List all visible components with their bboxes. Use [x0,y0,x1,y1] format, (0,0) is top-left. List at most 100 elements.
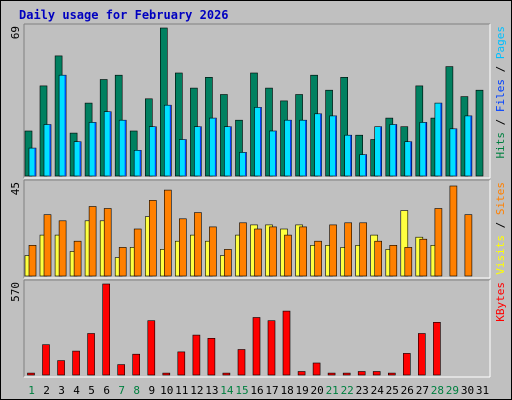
day-label-5: 5 [88,384,95,397]
bar-kbytes-day-18 [282,310,291,376]
bar-kbytes-day-14 [222,372,231,376]
day-label-23: 23 [356,384,369,397]
bar-sites-day-6 [103,208,112,277]
day-label-17: 17 [265,384,278,397]
bar-kbytes-day-26 [402,353,411,376]
bar-pages-day-20 [314,113,322,177]
bar-visits-day-26 [400,210,409,277]
bar-pages-day-21 [329,115,337,177]
day-label-26: 26 [401,384,414,397]
bar-pages-day-30 [464,115,473,177]
day-label-15: 15 [235,384,248,397]
bar-sites-day-2 [43,214,52,277]
bar-pages-day-23 [359,154,368,177]
bar-files-day-18 [290,120,292,176]
bar-kbytes-day-9 [147,320,156,376]
bar-pages-day-27 [419,122,428,177]
bar-sites-day-26 [404,247,413,277]
bar-files-day-28 [440,103,442,176]
bar-pages-day-9 [149,126,157,177]
bar-files-day-14 [229,126,232,176]
day-label-1: 1 [28,384,35,397]
bar-sites-day-28 [434,208,443,277]
bar-kbytes-day-28 [433,321,441,376]
bar-sites-day-11 [179,218,187,277]
bar-pages-day-3 [58,74,67,177]
bar-pages-day-7 [118,119,127,177]
bar-sites-day-5 [88,206,97,277]
bar-kbytes-day-27 [417,333,426,376]
bar-files-day-13 [214,118,217,176]
bar-files-day-5 [94,122,96,176]
bar-files-day-27 [425,122,427,176]
bar-hits-day-22 [340,77,349,177]
bar-pages-day-29 [449,128,458,177]
bar-pages-day-14 [224,126,232,177]
legend-separator: / [494,59,507,79]
bar-sites-day-29 [449,185,458,277]
bar-files-day-3 [64,75,66,176]
bar-pages-day-4 [73,141,82,177]
legend-entry-pages: Pages [494,26,507,59]
bar-sites-day-21 [329,224,337,277]
bar-pages-day-8 [133,150,142,177]
bar-sites-day-20 [314,240,322,277]
panel-max-label: 45 [9,182,22,195]
day-label-10: 10 [160,384,173,397]
day-label-8: 8 [133,384,140,397]
bar-kbytes-day-24 [372,371,381,376]
bar-kbytes-day-4 [72,350,80,376]
bar-kbytes-day-20 [312,362,321,376]
day-label-30: 30 [461,384,474,397]
bar-files-day-16 [260,107,262,176]
bar-sites-day-12 [194,212,202,277]
bar-pages-day-12 [194,126,202,177]
panel-pages-files-hits: 69 Hits / Files / Pages [9,23,507,179]
day-label-25: 25 [386,384,399,397]
day-label-31: 31 [476,384,489,397]
bar-sites-day-18 [284,234,292,277]
bar-pages-day-1 [28,147,37,177]
bar-hits-day-10 [160,27,168,177]
bar-kbytes-day-23 [357,371,366,376]
bar-files-day-23 [365,154,367,176]
bar-pages-day-22 [344,134,353,177]
panel-max-label: 570 [9,282,22,302]
day-label-24: 24 [371,384,385,397]
bar-kbytes-day-21 [327,372,336,376]
bar-files-day-19 [305,120,307,176]
bar-sites-day-24 [374,240,383,277]
bar-sites-day-27 [419,238,428,277]
bar-kbytes-day-7 [117,364,125,376]
bar-sites-day-4 [73,240,82,277]
bar-kbytes-day-5 [87,333,95,376]
bar-hits-day-15 [235,119,243,177]
bar-kbytes-day-15 [237,349,246,376]
bar-kbytes-day-11 [177,351,186,376]
bar-kbytes-day-12 [192,334,201,376]
bar-files-day-30 [470,115,472,176]
day-label-11: 11 [175,384,188,397]
legend-separator: / [494,215,507,235]
bar-sites-day-1 [28,245,37,277]
bar-pages-day-11 [179,139,187,177]
day-label-16: 16 [250,384,263,397]
day-axis: 1 2 3 4 5 6 7 8 9 10 11 12 13 14 15 16 17 18 19 20 21 22 23 24 2… [28,384,489,397]
bar-files-day-1 [34,148,36,176]
bar-files-day-10 [169,105,171,176]
bar-pages-day-25 [389,124,398,177]
legend-separator: / [494,112,507,132]
bar-files-day-29 [455,128,457,176]
bar-files-day-21 [335,115,337,176]
legend-entry-files: Files [494,79,507,112]
bar-files-day-8 [139,150,141,176]
bar-kbytes-day-10 [162,372,171,376]
bar-pages-day-16 [254,107,262,177]
bar-files-day-17 [275,131,277,176]
bar-pages-day-26 [404,141,413,177]
day-label-29: 29 [446,384,459,397]
bar-sites-day-22 [344,222,353,277]
day-label-18: 18 [280,384,293,397]
bar-files-day-4 [79,141,81,176]
